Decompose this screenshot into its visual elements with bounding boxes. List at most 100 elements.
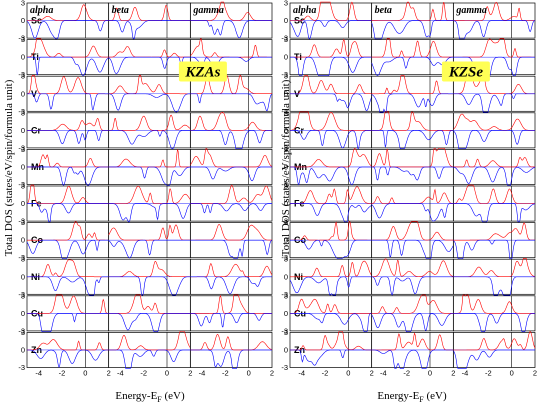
compound-badge bbox=[441, 61, 490, 82]
spin-down-dos-curve bbox=[290, 93, 372, 111]
y-tick-label: 3 bbox=[284, 0, 288, 8]
y-tick-label: 0 bbox=[21, 126, 25, 135]
spin-down-dos-curve bbox=[190, 203, 272, 214]
x-tick-label: -2 bbox=[140, 369, 147, 378]
spin-up-dos-curve bbox=[453, 38, 535, 58]
spin-down-dos-curve bbox=[453, 349, 535, 369]
y-tick-label: 0 bbox=[284, 309, 288, 318]
spin-down-dos-curve bbox=[108, 166, 191, 186]
x-tick-label: 0 bbox=[165, 369, 169, 378]
spin-down-dos-curve bbox=[371, 93, 454, 113]
y-tick-label: 3 bbox=[21, 328, 25, 337]
spin-up-dos-curve bbox=[108, 75, 191, 95]
spin-down-dos-curve bbox=[290, 166, 372, 186]
y-axis-title-right: Total DOS (states/eV/spin/formula unit) bbox=[280, 79, 292, 256]
y-tick-label: 3 bbox=[21, 255, 25, 264]
spin-up-dos-curve bbox=[290, 298, 372, 314]
spin-down-dos-curve bbox=[190, 93, 273, 112]
spin-down-dos-curve bbox=[27, 203, 109, 223]
spin-down-dos-curve bbox=[108, 203, 191, 223]
x-tick-label: -4 bbox=[462, 369, 469, 378]
spin-down-dos-curve bbox=[290, 313, 372, 333]
spin-down-dos-curve bbox=[26, 239, 109, 259]
phase-label: alpha bbox=[293, 5, 316, 16]
spin-down-dos-curve bbox=[290, 349, 372, 366]
spin-up-dos-curve bbox=[371, 294, 454, 314]
spin-down-dos-curve bbox=[290, 56, 372, 76]
x-tick-label: -2 bbox=[59, 369, 66, 378]
y-tick-label: 0 bbox=[21, 236, 25, 245]
spin-up-dos-curve bbox=[371, 258, 454, 277]
y-tick-label: 3 bbox=[284, 145, 288, 154]
y-tick-label: 0 bbox=[21, 345, 25, 354]
y-tick-label: -3 bbox=[18, 253, 25, 262]
y-tick-label: 3 bbox=[284, 255, 288, 264]
spin-up-dos-curve bbox=[453, 113, 535, 131]
x-tick-label: -2 bbox=[322, 369, 329, 378]
phase-label: gamma bbox=[455, 5, 487, 16]
spin-down-dos-curve bbox=[371, 166, 454, 181]
phase-label: gamma bbox=[192, 5, 224, 16]
y-tick-label: 3 bbox=[284, 291, 288, 300]
y-tick-label: 3 bbox=[21, 72, 25, 81]
y-tick-label: 3 bbox=[284, 108, 288, 117]
y-tick-label: -3 bbox=[18, 290, 25, 299]
y-tick-label: 3 bbox=[21, 35, 25, 44]
spin-up-dos-curve bbox=[371, 38, 454, 58]
x-tick-label: 2 bbox=[270, 369, 274, 378]
y-tick-label: -3 bbox=[18, 326, 25, 335]
spin-down-dos-curve bbox=[453, 203, 536, 223]
spin-down-dos-curve bbox=[453, 276, 535, 296]
spin-up-dos-curve bbox=[190, 224, 272, 241]
y-tick-label: -3 bbox=[281, 217, 288, 226]
y-tick-label: 0 bbox=[284, 53, 288, 62]
spin-down-dos-curve bbox=[27, 349, 109, 368]
x-tick-label: -2 bbox=[485, 369, 492, 378]
y-tick-label: -3 bbox=[18, 70, 25, 79]
phase-label: beta bbox=[375, 5, 392, 16]
y-tick-label: 3 bbox=[21, 145, 25, 154]
x-axis-title-left: Energy-EF (eV) bbox=[115, 390, 185, 404]
y-tick-label: -3 bbox=[281, 290, 288, 299]
y-tick-label: -3 bbox=[281, 34, 288, 43]
y-tick-label: -3 bbox=[281, 70, 288, 79]
x-tick-label: 0 bbox=[428, 369, 432, 378]
spin-up-dos-curve bbox=[108, 114, 191, 131]
spin-up-dos-curve bbox=[453, 258, 536, 277]
x-tick-label: 0 bbox=[346, 369, 350, 378]
x-tick-label: 2 bbox=[188, 369, 192, 378]
spin-up-dos-curve bbox=[190, 294, 272, 314]
spin-down-dos-curve bbox=[290, 130, 372, 150]
x-tick-label: 0 bbox=[510, 369, 514, 378]
y-tick-label: 3 bbox=[284, 218, 288, 227]
spin-down-dos-curve bbox=[289, 20, 372, 40]
spin-down-dos-curve bbox=[108, 56, 191, 74]
y-tick-label: 3 bbox=[284, 72, 288, 81]
spin-down-dos-curve bbox=[27, 166, 109, 186]
y-tick-label: 0 bbox=[284, 345, 288, 354]
spin-up-dos-curve bbox=[26, 75, 109, 95]
spin-down-dos-curve bbox=[290, 203, 372, 223]
y-tick-label: 0 bbox=[21, 199, 25, 208]
y-tick-label: 0 bbox=[21, 309, 25, 318]
spin-up-dos-curve bbox=[290, 260, 372, 278]
spin-down-dos-curve bbox=[108, 239, 191, 259]
spin-up-dos-curve bbox=[27, 38, 109, 58]
spin-up-dos-curve bbox=[371, 75, 454, 95]
x-tick-label: -2 bbox=[403, 369, 410, 378]
spin-down-dos-curve bbox=[190, 166, 272, 182]
x-axis-title-right: Energy-EF (eV) bbox=[377, 390, 447, 404]
y-tick-label: 3 bbox=[284, 35, 288, 44]
spin-down-dos-curve bbox=[27, 130, 109, 145]
spin-up-dos-curve bbox=[190, 111, 272, 131]
spin-down-dos-curve bbox=[371, 239, 454, 259]
spin-up-dos-curve bbox=[108, 185, 191, 204]
x-tick-label: 0 bbox=[83, 369, 87, 378]
y-tick-label: 0 bbox=[21, 16, 25, 25]
y-tick-label: 0 bbox=[284, 272, 288, 281]
x-tick-label: -4 bbox=[35, 369, 42, 378]
y-tick-label: 3 bbox=[284, 328, 288, 337]
spin-up-dos-curve bbox=[290, 111, 372, 131]
